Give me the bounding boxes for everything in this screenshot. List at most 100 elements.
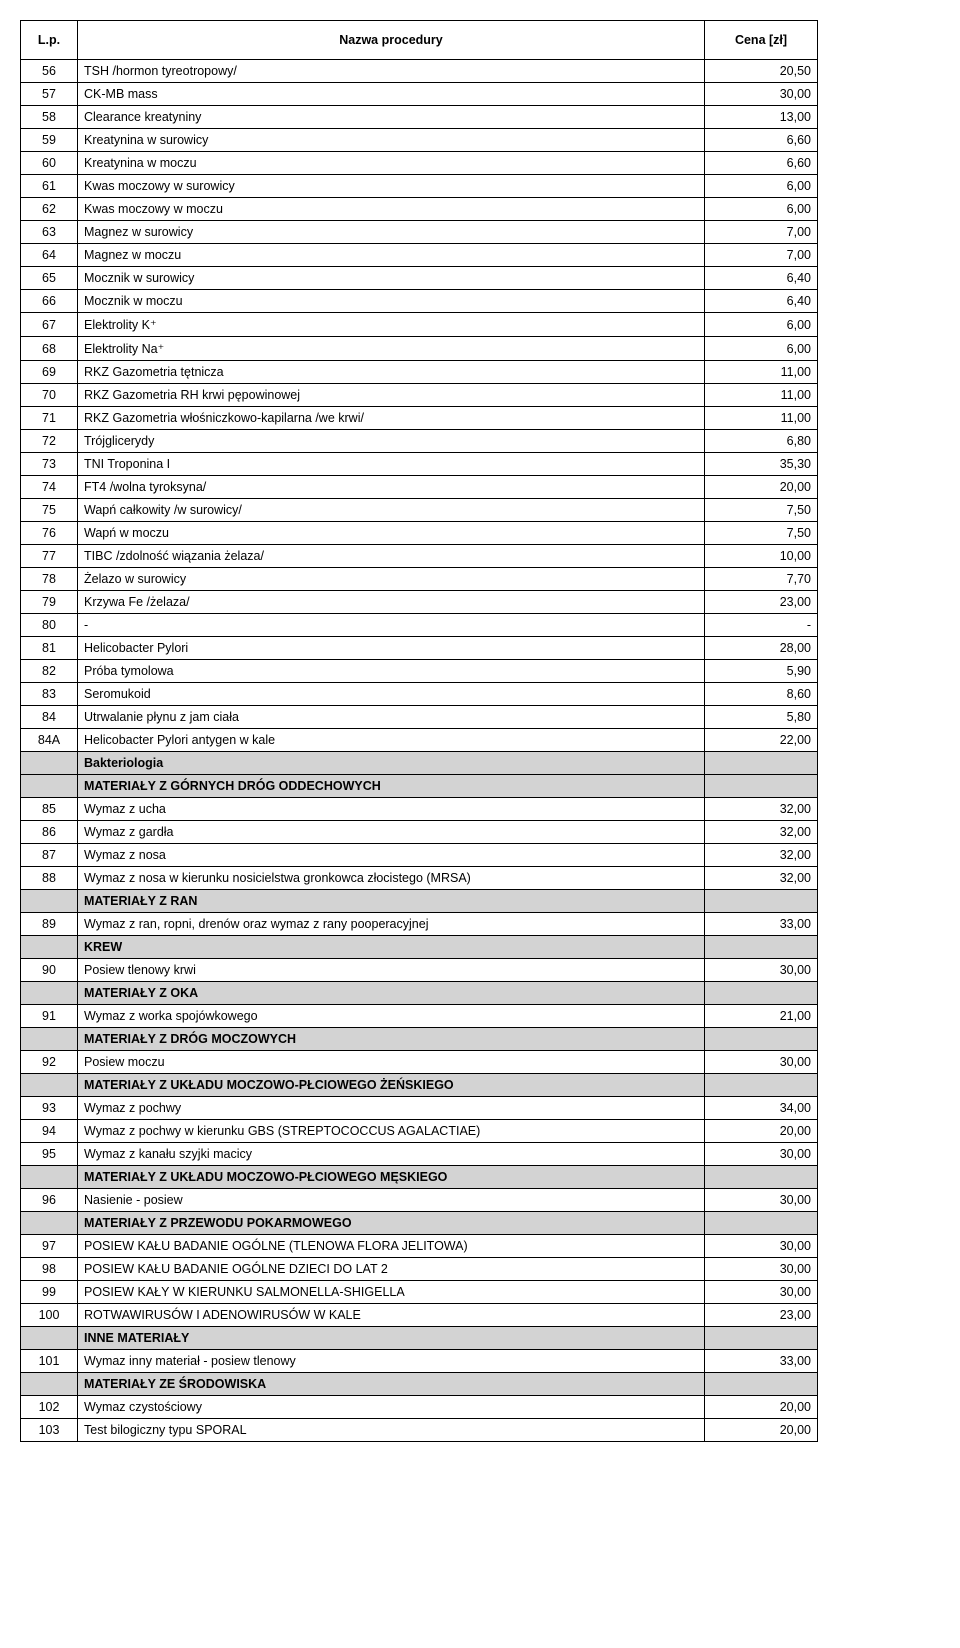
row-lp: 77 — [21, 545, 78, 568]
row-price: 30,00 — [705, 1143, 818, 1166]
table-row: MATERIAŁY Z UKŁADU MOCZOWO-PŁCIOWEGO MĘS… — [21, 1166, 818, 1189]
row-price — [705, 1327, 818, 1350]
table-row: 64Magnez w moczu7,00 — [21, 244, 818, 267]
table-row: 60Kreatynina w moczu6,60 — [21, 152, 818, 175]
row-lp: 80 — [21, 614, 78, 637]
row-lp: 97 — [21, 1235, 78, 1258]
row-name: Posiew moczu — [78, 1051, 705, 1074]
row-name: POSIEW KAŁU BADANIE OGÓLNE DZIECI DO LAT… — [78, 1258, 705, 1281]
row-price: 23,00 — [705, 591, 818, 614]
table-row: 78Żelazo w surowicy7,70 — [21, 568, 818, 591]
row-name: Wymaz czystościowy — [78, 1396, 705, 1419]
row-price — [705, 1074, 818, 1097]
row-name: CK-MB mass — [78, 83, 705, 106]
row-price: 6,40 — [705, 290, 818, 313]
row-lp: 84 — [21, 706, 78, 729]
row-lp: 82 — [21, 660, 78, 683]
table-row: 76Wapń w moczu7,50 — [21, 522, 818, 545]
row-price: 35,30 — [705, 453, 818, 476]
table-row: MATERIAŁY Z DRÓG MOCZOWYCH — [21, 1028, 818, 1051]
table-row: INNE MATERIAŁY — [21, 1327, 818, 1350]
table-row: KREW — [21, 936, 818, 959]
row-section-name: MATERIAŁY Z UKŁADU MOCZOWO-PŁCIOWEGO MĘS… — [78, 1166, 705, 1189]
table-row: 61Kwas moczowy w surowicy6,00 — [21, 175, 818, 198]
row-price: 30,00 — [705, 1051, 818, 1074]
row-price: 21,00 — [705, 1005, 818, 1028]
table-row: 75Wapń całkowity /w surowicy/7,50 — [21, 499, 818, 522]
table-row: 77TIBC /zdolność wiązania żelaza/10,00 — [21, 545, 818, 568]
row-price: 6,00 — [705, 337, 818, 361]
row-price: 7,70 — [705, 568, 818, 591]
row-name: RKZ Gazometria RH krwi pępowinowej — [78, 384, 705, 407]
row-name: Clearance kreatyniny — [78, 106, 705, 129]
table-row: 98POSIEW KAŁU BADANIE OGÓLNE DZIECI DO L… — [21, 1258, 818, 1281]
row-price: 10,00 — [705, 545, 818, 568]
table-row: MATERIAŁY Z OKA — [21, 982, 818, 1005]
table-row: 68Elektrolity Na⁺6,00 — [21, 337, 818, 361]
row-name: Mocznik w moczu — [78, 290, 705, 313]
row-price: 6,60 — [705, 152, 818, 175]
row-lp — [21, 1327, 78, 1350]
row-name: Helicobacter Pylori antygen w kale — [78, 729, 705, 752]
row-section-name: MATERIAŁY Z UKŁADU MOCZOWO-PŁCIOWEGO ŻEŃ… — [78, 1074, 705, 1097]
row-lp: 59 — [21, 129, 78, 152]
row-name: Test bilogiczny typu SPORAL — [78, 1419, 705, 1442]
row-price: 23,00 — [705, 1304, 818, 1327]
table-row: 93Wymaz z pochwy34,00 — [21, 1097, 818, 1120]
row-section-name: INNE MATERIAŁY — [78, 1327, 705, 1350]
header-price: Cena [zł] — [705, 21, 818, 60]
row-price: 33,00 — [705, 913, 818, 936]
row-lp: 90 — [21, 959, 78, 982]
header-name: Nazwa procedury — [78, 21, 705, 60]
table-row: 66Mocznik w moczu6,40 — [21, 290, 818, 313]
row-name: Kwas moczowy w surowicy — [78, 175, 705, 198]
table-row: 84AHelicobacter Pylori antygen w kale22,… — [21, 729, 818, 752]
row-name: Nasienie - posiew — [78, 1189, 705, 1212]
row-lp: 101 — [21, 1350, 78, 1373]
row-name: RKZ Gazometria włośniczkowo-kapilarna /w… — [78, 407, 705, 430]
table-row: 86Wymaz z gardła32,00 — [21, 821, 818, 844]
row-price: 20,00 — [705, 476, 818, 499]
row-name: Helicobacter Pylori — [78, 637, 705, 660]
row-lp: 68 — [21, 337, 78, 361]
row-lp: 72 — [21, 430, 78, 453]
row-lp — [21, 1028, 78, 1051]
row-name: Mocznik w surowicy — [78, 267, 705, 290]
row-name: Magnez w surowicy — [78, 221, 705, 244]
table-row: 97POSIEW KAŁU BADANIE OGÓLNE (TLENOWA FL… — [21, 1235, 818, 1258]
row-name: POSIEW KAŁU BADANIE OGÓLNE (TLENOWA FLOR… — [78, 1235, 705, 1258]
table-header-row: L.p. Nazwa procedury Cena [zł] — [21, 21, 818, 60]
table-row: MATERIAŁY Z GÓRNYCH DRÓG ODDECHOWYCH — [21, 775, 818, 798]
row-name: Wymaz z pochwy — [78, 1097, 705, 1120]
row-lp — [21, 1373, 78, 1396]
table-row: 57CK-MB mass30,00 — [21, 83, 818, 106]
table-row: 67Elektrolity K⁺6,00 — [21, 313, 818, 337]
row-section-name: MATERIAŁY Z OKA — [78, 982, 705, 1005]
row-name: POSIEW KAŁY W KIERUNKU SALMONELLA-SHIGEL… — [78, 1281, 705, 1304]
row-price: 32,00 — [705, 798, 818, 821]
row-lp: 66 — [21, 290, 78, 313]
table-row: 96Nasienie - posiew30,00 — [21, 1189, 818, 1212]
row-name: Wymaz z worka spojówkowego — [78, 1005, 705, 1028]
table-row: 71RKZ Gazometria włośniczkowo-kapilarna … — [21, 407, 818, 430]
row-lp: 94 — [21, 1120, 78, 1143]
row-price: 5,80 — [705, 706, 818, 729]
table-row: 69RKZ Gazometria tętnicza11,00 — [21, 361, 818, 384]
table-row: 74FT4 /wolna tyroksyna/20,00 — [21, 476, 818, 499]
row-lp — [21, 775, 78, 798]
table-row: 103Test bilogiczny typu SPORAL20,00 — [21, 1419, 818, 1442]
row-lp: 62 — [21, 198, 78, 221]
row-price — [705, 775, 818, 798]
row-name: Wymaz z kanału szyjki macicy — [78, 1143, 705, 1166]
row-lp: 67 — [21, 313, 78, 337]
row-price: 30,00 — [705, 83, 818, 106]
row-name: Krzywa Fe /żelaza/ — [78, 591, 705, 614]
row-section-name: Bakteriologia — [78, 752, 705, 775]
table-row: 101Wymaz inny materiał - posiew tlenowy3… — [21, 1350, 818, 1373]
row-price: 13,00 — [705, 106, 818, 129]
row-price: 34,00 — [705, 1097, 818, 1120]
row-name: Kreatynina w surowicy — [78, 129, 705, 152]
row-price: 30,00 — [705, 1235, 818, 1258]
row-name: Wymaz z pochwy w kierunku GBS (STREPTOCO… — [78, 1120, 705, 1143]
row-lp: 71 — [21, 407, 78, 430]
